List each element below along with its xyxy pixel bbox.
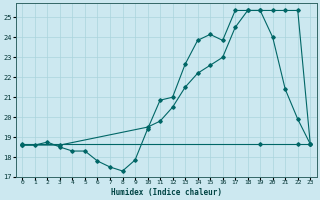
X-axis label: Humidex (Indice chaleur): Humidex (Indice chaleur) [111, 188, 222, 197]
